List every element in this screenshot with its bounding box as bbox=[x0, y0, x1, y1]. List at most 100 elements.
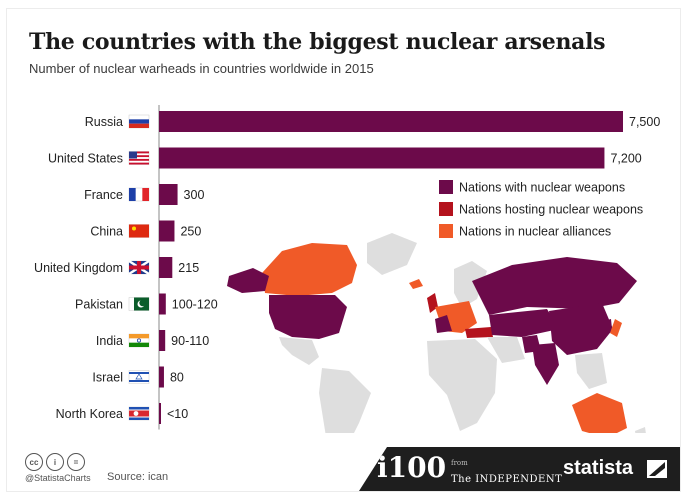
category-label: United States bbox=[48, 152, 123, 166]
flag-stripe bbox=[129, 188, 136, 201]
map-central-asia bbox=[489, 309, 559, 337]
flag-cross bbox=[129, 265, 149, 270]
bar-row: United States 7,200 bbox=[48, 147, 642, 169]
category-label: India bbox=[96, 334, 123, 348]
flag-canton bbox=[129, 151, 137, 159]
chart-subtitle: Number of nuclear warheads in countries … bbox=[29, 61, 374, 76]
map-russia bbox=[472, 257, 637, 315]
flag-icon bbox=[128, 406, 150, 421]
flag-stripe bbox=[129, 155, 149, 158]
bar bbox=[159, 366, 164, 388]
flag-icon bbox=[128, 297, 150, 311]
flag-star bbox=[135, 373, 143, 380]
bar-value-label: 7,500 bbox=[629, 115, 660, 129]
map-alaska bbox=[227, 268, 269, 293]
bar-value-label: 7,200 bbox=[610, 152, 641, 166]
map-japan bbox=[610, 319, 622, 337]
bar bbox=[159, 403, 161, 424]
world-map bbox=[227, 233, 646, 433]
bar bbox=[159, 257, 173, 278]
bar bbox=[159, 293, 166, 315]
bar-value-label: <10 bbox=[167, 407, 188, 421]
map-middle-east bbox=[487, 337, 525, 363]
social-handle: @StatistaCharts bbox=[25, 473, 91, 483]
category-label: Israel bbox=[92, 371, 123, 385]
map-greenland bbox=[367, 233, 417, 275]
bar-row: China 250 bbox=[90, 220, 201, 242]
flag-icon bbox=[128, 333, 150, 348]
flag-icon bbox=[128, 187, 150, 202]
from-label: from bbox=[451, 459, 468, 467]
bar-chart: Nations with nuclear weapons Nations host… bbox=[34, 105, 660, 433]
bar-value-label: 90-110 bbox=[171, 334, 209, 348]
flag-stripe bbox=[129, 162, 149, 165]
map-south-america bbox=[319, 368, 371, 433]
flag-stripe bbox=[129, 151, 149, 154]
map-southeast-asia bbox=[575, 353, 607, 389]
category-label: United Kingdom bbox=[34, 261, 123, 275]
infographic: The countries with the biggest nuclear a… bbox=[6, 8, 681, 492]
bar-row: India 90-110 bbox=[96, 330, 209, 351]
map-iceland bbox=[409, 279, 423, 289]
cc-icon: cc bbox=[25, 453, 43, 471]
category-label: North Korea bbox=[56, 407, 123, 421]
map-china bbox=[549, 303, 613, 355]
bar-row: Israel 80 bbox=[92, 366, 184, 388]
bar-row: United Kingdom 215 bbox=[34, 257, 199, 278]
license-icons: cc i = bbox=[25, 453, 85, 471]
bar-row: Russia 7,500 bbox=[85, 111, 660, 132]
flag-icon bbox=[128, 259, 150, 276]
map-north-korea bbox=[603, 319, 612, 331]
attribution-icon: i bbox=[46, 453, 64, 471]
source-note: Source: ican bbox=[107, 471, 169, 483]
independent-name: The INDEPENDENT bbox=[451, 474, 563, 485]
bar bbox=[159, 111, 623, 132]
bar-value-label: 300 bbox=[184, 188, 205, 202]
map-india bbox=[532, 343, 559, 385]
no-derivatives-icon: = bbox=[67, 453, 85, 471]
map-uk bbox=[427, 293, 438, 313]
flag-stripe bbox=[129, 380, 149, 382]
map-mexico bbox=[279, 337, 319, 365]
legend-swatch bbox=[439, 224, 453, 238]
bar-row: North Korea <10 bbox=[56, 403, 188, 424]
flag-icon bbox=[128, 370, 150, 384]
map-canada bbox=[262, 243, 357, 296]
flag-stripe bbox=[129, 334, 149, 339]
map-africa bbox=[427, 339, 497, 431]
map-scandinavia bbox=[454, 261, 487, 308]
category-label: Pakistan bbox=[75, 298, 123, 312]
flag-field bbox=[129, 224, 149, 238]
legend-label: Nations hosting nuclear weapons bbox=[459, 203, 643, 217]
flag-disc bbox=[133, 411, 139, 416]
flag-icon bbox=[128, 224, 150, 238]
bar bbox=[159, 220, 175, 242]
chart-title: The countries with the biggest nuclear a… bbox=[29, 29, 606, 55]
statista-logo: statista bbox=[563, 457, 634, 479]
flag-icon bbox=[128, 114, 150, 129]
category-label: France bbox=[84, 188, 123, 202]
flag-stripe bbox=[142, 188, 149, 201]
map-france bbox=[435, 315, 452, 333]
bar-row: France 300 bbox=[84, 184, 204, 205]
legend: Nations with nuclear weapons Nations host… bbox=[439, 180, 643, 239]
bar bbox=[159, 184, 178, 205]
legend-label: Nations in nuclear alliances bbox=[459, 225, 611, 239]
map-turkey bbox=[465, 327, 493, 338]
flag-icon bbox=[128, 151, 150, 165]
statista-mark-icon bbox=[647, 460, 667, 478]
flag-stripe bbox=[129, 158, 149, 161]
flag-stripe bbox=[129, 342, 149, 347]
legend-label: Nations with nuclear weapons bbox=[459, 181, 625, 195]
category-label: China bbox=[90, 225, 123, 239]
bar-value-label: 250 bbox=[180, 225, 201, 239]
category-label: Russia bbox=[85, 115, 123, 129]
bar-value-label: 100-120 bbox=[172, 298, 218, 312]
flag-band bbox=[129, 410, 149, 417]
independent-logo: from The INDEPENDENT bbox=[451, 459, 562, 486]
flag-star bbox=[132, 226, 136, 231]
bar-value-label: 80 bbox=[170, 371, 184, 385]
bar bbox=[159, 147, 605, 169]
bar bbox=[159, 330, 166, 351]
bar-row: Pakistan 100-120 bbox=[75, 293, 218, 315]
